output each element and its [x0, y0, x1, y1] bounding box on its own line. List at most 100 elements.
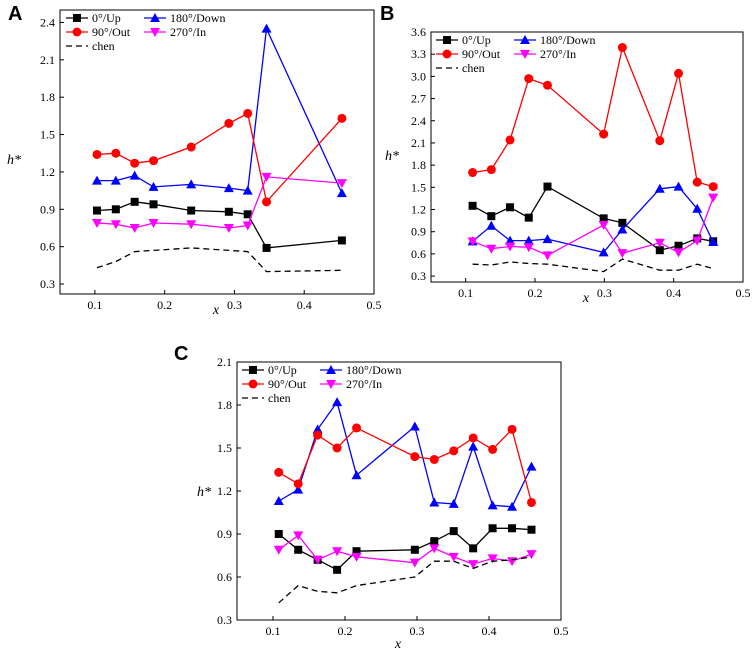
- panel-a-legend-label-0: 0°/Up: [92, 11, 121, 25]
- panel-b-series-1-point: [654, 183, 665, 193]
- panel-a-series-1-point: [110, 175, 121, 185]
- panel-a-series-0-point: [130, 197, 139, 206]
- panel-c-series-0-point: [527, 525, 536, 534]
- panel-b-legend-label-4: chen: [462, 61, 485, 75]
- panel-b-letter: B: [380, 3, 394, 25]
- panel-b-series-1-point: [617, 224, 628, 234]
- panel-c-legend-label-3: 270°/In: [346, 377, 382, 391]
- panel-b-series-2-point: [486, 165, 496, 175]
- panel-c-series-2-point: [526, 497, 536, 507]
- panel-a-legend-label-4: chen: [92, 39, 115, 53]
- panel-c-marks: [273, 397, 537, 604]
- panel-c-ticks: 0.1 0.2 0.3 0.4 0.5 0.3 0.6 0.9 1.2 1.5 1.8 2.1: [217, 355, 569, 638]
- panel-c-series-1-point: [273, 496, 284, 506]
- panel-b-series-3-point: [486, 244, 497, 254]
- panel-c-series-0-point: [469, 544, 478, 553]
- panel-b-series-3-point: [692, 236, 703, 246]
- panel-b-series-1-point: [673, 181, 684, 191]
- panel-c-series-3-point: [487, 554, 498, 564]
- panel-a-series-1-point: [91, 175, 102, 185]
- panel-b-legend-label-1: 180°/Down: [540, 33, 595, 47]
- panel-b-series-3-point: [505, 242, 516, 252]
- panel-c-series-line-2: [278, 427, 533, 503]
- panel-a-series-0-point: [111, 205, 120, 214]
- panel-b-series-line-4: [472, 258, 714, 273]
- panel-b-series-1-point: [708, 237, 719, 247]
- panel-b-marks: [467, 43, 719, 273]
- panel-a-series-0-point: [92, 206, 101, 215]
- panel-b: B 0.1 0.2 0.3 0.4 0.5 0.3 0.6 0.9 1.2 1.5 1.8 2.1 2.…: [380, 3, 751, 306]
- panel-a-xlabel: x: [212, 303, 220, 318]
- panel-a-xtick-label: 0.2: [157, 298, 172, 312]
- panel-b-series-0-point: [543, 182, 552, 191]
- panel-a-legend-label-1: 180°/Down: [170, 11, 225, 25]
- panel-a-plot-area: [59, 9, 375, 295]
- panel-c-legend-marker-3: [326, 380, 336, 389]
- panel-a-series-2-point: [243, 108, 253, 118]
- panel-c-ytick-label: 0.9: [217, 527, 232, 541]
- panel-c-series-3-point: [468, 560, 479, 570]
- panel-c-series-1-point: [468, 441, 479, 451]
- panel-c-series-0-point: [294, 545, 303, 554]
- panel-b-series-1-point: [505, 235, 516, 245]
- panel-a-series-1-point: [336, 188, 347, 198]
- panel-b-series-1-point: [692, 203, 703, 213]
- panel-c-series-3-point: [273, 545, 284, 555]
- panel-b-series-0-point: [674, 241, 683, 250]
- panel-a-series-line-2: [96, 112, 343, 204]
- panel-c-series-3-point: [507, 557, 518, 567]
- panel-c-xtick-label: 0.3: [410, 624, 425, 638]
- panel-c-series-3-point: [526, 550, 537, 560]
- panel-b-ytick-label: 3.6: [411, 25, 426, 39]
- panel-b-legend-marker-3: [520, 50, 530, 59]
- panel-b-ylabel: h*: [385, 149, 399, 164]
- panel-b-series-2-point: [542, 80, 552, 90]
- panel-b-xtick-label: 0.5: [736, 286, 751, 300]
- panel-c-ytick-label: 1.8: [217, 398, 232, 412]
- panel-a-series-0-point: [224, 207, 233, 216]
- panel-c-series-3-point: [429, 544, 440, 554]
- panel-c-ytick-label: 2.1: [217, 355, 232, 369]
- panel-c-ylabel: h*: [197, 485, 211, 500]
- panel-c-series-3-point: [351, 552, 362, 562]
- panel-b-ytick-label: 2.4: [411, 114, 426, 128]
- panel-a-series-3-point: [148, 219, 159, 228]
- panel-b-series-3-point: [542, 251, 553, 261]
- panel-b-legend-marker-0: [443, 36, 451, 44]
- panel-c-series-3-point: [409, 558, 420, 568]
- panel-b-series-line-2: [472, 45, 714, 188]
- panel-c-legend-marker-0: [249, 366, 257, 374]
- panel-a-xtick-label: 0.3: [227, 298, 242, 312]
- panel-c-series-0-point: [333, 565, 342, 574]
- panel-c-series-1-point: [351, 470, 362, 480]
- panel-c-letter: C: [174, 343, 188, 365]
- panel-b-series-1-point: [486, 220, 497, 230]
- panel-a-xtick-label: 0.4: [297, 298, 312, 312]
- panel-b-ytick-label: 0.9: [411, 225, 426, 239]
- panel-b-series-0-point: [506, 203, 515, 212]
- panel-c-series-3-point: [293, 531, 304, 541]
- panel-a-ytick-label: 1.5: [40, 128, 55, 142]
- panel-a-series-1-point: [148, 181, 159, 191]
- panel-c-xtick-label: 0.4: [482, 624, 497, 638]
- panel-a-ytick-label: 0.6: [40, 240, 55, 254]
- panel-b-series-2-point: [674, 68, 684, 78]
- panel-c-series-2-point: [410, 452, 420, 462]
- panel-a-ytick-label: 1.8: [40, 90, 55, 104]
- panel-c-series-2-point: [468, 433, 478, 443]
- panel-b-ticks: 0.1 0.2 0.3 0.4 0.5 0.3 0.6 0.9 1.2 1.5 1.8 2.1 2.4 2…: [411, 25, 751, 300]
- panel-c-series-2-point: [507, 424, 517, 434]
- panel-c-ytick-label: 1.5: [217, 441, 232, 455]
- panel-b-xtick-label: 0.4: [666, 286, 681, 300]
- panel-a-series-line-1: [97, 26, 343, 194]
- panel-c-legend-label-0: 0°/Up: [268, 363, 297, 377]
- panel-b-series-1-point: [598, 247, 609, 257]
- panel-a-xtick-label: 0.1: [87, 298, 102, 312]
- panel-c-series-0-point: [410, 545, 419, 554]
- panel-a-ytick-label: 2.1: [40, 53, 55, 67]
- panel-b-ytick-label: 3.3: [411, 47, 426, 61]
- panel-b-ytick-label: 1.8: [411, 158, 426, 172]
- panel-a-ytick-label: 0.3: [40, 277, 55, 291]
- panel-c-series-0-point: [430, 537, 439, 546]
- panel-a-letter: A: [8, 3, 22, 25]
